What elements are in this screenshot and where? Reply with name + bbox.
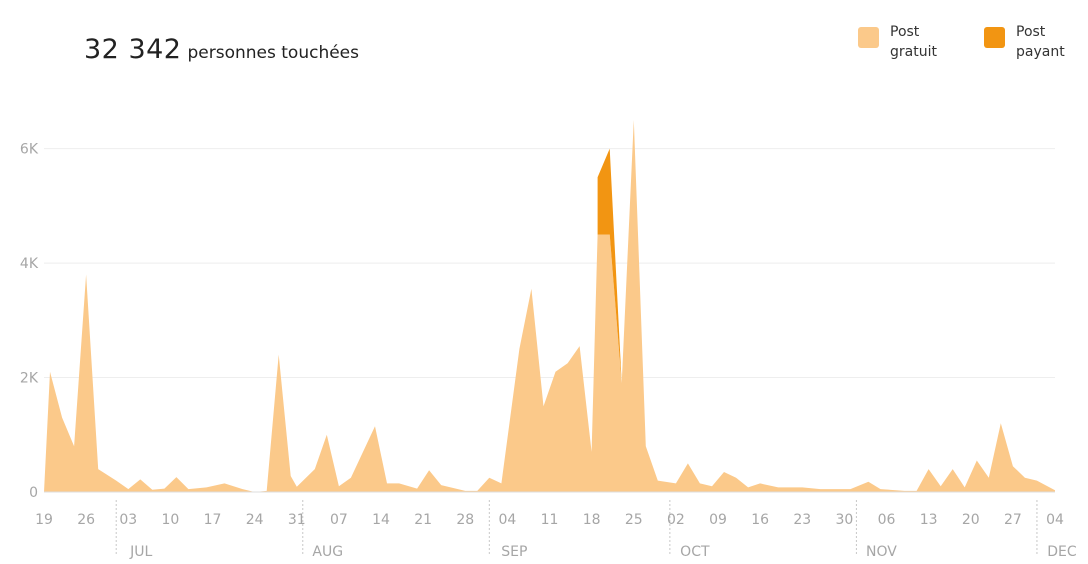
x-tick-label: 06 (878, 512, 896, 528)
legend-label-post-gratuit: Post gratuit (890, 24, 937, 60)
x-month-label: JUL (129, 544, 152, 560)
legend-item-post-gratuit[interactable]: Post gratuit (858, 22, 960, 62)
x-month-label: NOV (866, 544, 897, 560)
x-tick-label: 07 (330, 512, 348, 528)
y-tick-label: 2K (20, 371, 39, 387)
x-month-label: DEC (1047, 544, 1077, 560)
x-tick-label: 03 (119, 512, 137, 528)
x-tick-label: 16 (751, 512, 769, 528)
x-tick-label: 30 (835, 512, 853, 528)
x-tick-label: 28 (456, 512, 474, 528)
series-area-post-gratuit (44, 120, 1055, 492)
x-tick-label: 26 (77, 512, 95, 528)
x-tick-label: 14 (372, 512, 390, 528)
x-month-label: SEP (501, 544, 527, 560)
x-tick-label: 24 (246, 512, 264, 528)
x-tick-label: 25 (625, 512, 643, 528)
x-tick-label: 09 (709, 512, 727, 528)
reach-total: 32 342 (84, 34, 182, 65)
x-month-label: AUG (312, 544, 343, 560)
x-tick-label: 19 (35, 512, 53, 528)
x-tick-label: 18 (583, 512, 601, 528)
x-tick-label: 21 (414, 512, 432, 528)
reach-total-label: personnes touchées (187, 43, 359, 63)
legend-label-post-payant: Post payant (1016, 24, 1065, 60)
legend-item-post-payant[interactable]: Post payant (984, 22, 1086, 62)
x-tick-label: 23 (793, 512, 811, 528)
x-tick-label: 11 (541, 512, 559, 528)
x-tick-label: 27 (1004, 512, 1022, 528)
x-tick-label: 04 (1046, 512, 1064, 528)
x-tick-label: 10 (161, 512, 179, 528)
y-tick-label: 6K (20, 142, 39, 158)
x-tick-label: 31 (288, 512, 306, 528)
x-tick-label: 13 (920, 512, 938, 528)
legend-swatch-post-gratuit (858, 27, 879, 48)
y-tick-label: 4K (20, 256, 39, 272)
legend-swatch-post-payant (984, 27, 1005, 48)
reach-headline: 32 342 personnes touchées (84, 34, 359, 65)
x-month-label: OCT (680, 544, 710, 560)
x-tick-label: 17 (204, 512, 222, 528)
y-tick-label: 0 (29, 485, 38, 501)
series-area-post-payant (597, 148, 622, 384)
x-tick-label: 04 (498, 512, 516, 528)
x-tick-label: 20 (962, 512, 980, 528)
x-tick-label: 02 (667, 512, 685, 528)
